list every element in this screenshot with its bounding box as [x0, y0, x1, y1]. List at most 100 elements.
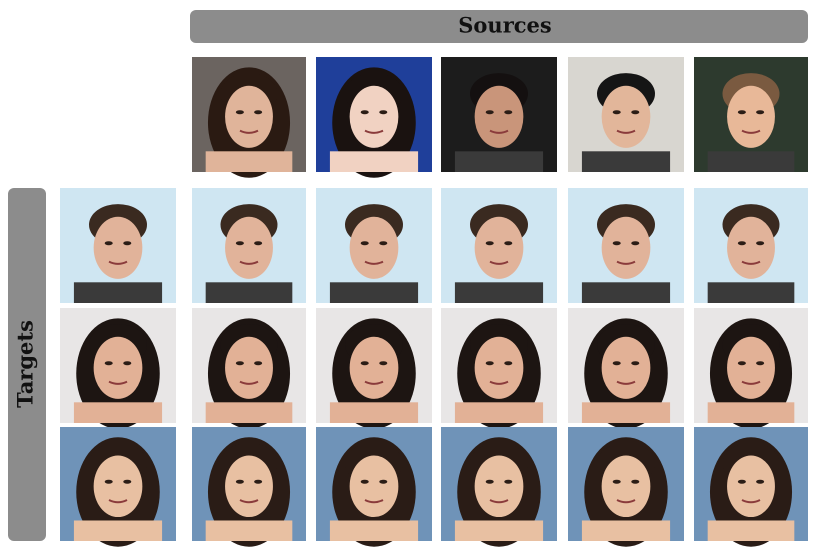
mouth [364, 499, 384, 504]
face-image [441, 188, 557, 303]
face [601, 85, 651, 148]
mouth [616, 129, 636, 134]
shoulders [581, 151, 671, 172]
eye [123, 479, 132, 484]
mouth [364, 380, 384, 385]
mouth [741, 380, 761, 385]
eye [485, 110, 494, 115]
eye [485, 241, 494, 246]
face-image [316, 427, 432, 547]
face-image [60, 308, 176, 429]
shoulders [329, 402, 419, 423]
face-image [192, 188, 306, 303]
face [93, 455, 143, 518]
mouth [364, 260, 384, 265]
face-image [568, 57, 684, 172]
face-image [441, 57, 557, 172]
shoulders [329, 520, 419, 541]
face-image [568, 308, 684, 429]
mouth [616, 380, 636, 385]
face [474, 85, 524, 148]
eye [612, 241, 621, 246]
shoulders [205, 282, 293, 303]
mouth [741, 499, 761, 504]
mouth [108, 380, 128, 385]
mouth [489, 260, 509, 265]
mouth [741, 129, 761, 134]
mouth [489, 499, 509, 504]
face [474, 336, 524, 399]
face [93, 216, 143, 279]
mouth [364, 129, 384, 134]
face [727, 455, 775, 518]
face [474, 455, 524, 518]
eye [235, 110, 244, 115]
mouth [239, 129, 259, 134]
face-image [694, 308, 808, 429]
face-image [316, 308, 432, 429]
eye [504, 361, 513, 366]
eye [737, 479, 746, 484]
mouth [108, 260, 128, 265]
sources-label: Sources [458, 13, 551, 38]
eye [254, 479, 263, 484]
face-image [694, 188, 808, 303]
eye [737, 110, 746, 115]
shoulders [454, 402, 544, 423]
mouth [616, 260, 636, 265]
mouth [108, 499, 128, 504]
eye [360, 479, 369, 484]
eye [379, 361, 388, 366]
shoulders [707, 282, 795, 303]
face [225, 85, 273, 148]
eye [612, 479, 621, 484]
eye [504, 479, 513, 484]
shoulders [581, 402, 671, 423]
mouth [616, 499, 636, 504]
face-image [316, 57, 432, 178]
eye [235, 361, 244, 366]
image-grid [60, 57, 808, 547]
mouth [489, 129, 509, 134]
eye [612, 361, 621, 366]
eye [737, 241, 746, 246]
shoulders [454, 151, 544, 172]
shoulders [581, 282, 671, 303]
eye [756, 361, 765, 366]
face-image [192, 57, 306, 178]
targets-banner [8, 188, 46, 541]
shoulders [707, 402, 795, 423]
eye [254, 110, 263, 115]
sources-banner [190, 10, 808, 43]
face [727, 336, 775, 399]
face [349, 336, 399, 399]
face-image [60, 188, 176, 303]
eye [379, 241, 388, 246]
shoulders [707, 520, 795, 541]
face-image [192, 427, 306, 547]
eye [360, 110, 369, 115]
eye [485, 479, 494, 484]
shoulders [73, 282, 163, 303]
eye [104, 241, 113, 246]
eye [123, 241, 132, 246]
eye [631, 241, 640, 246]
eye [631, 361, 640, 366]
targets-label: Targets [13, 320, 38, 408]
mouth [239, 380, 259, 385]
shoulders [329, 151, 419, 172]
face [225, 455, 273, 518]
eye [631, 110, 640, 115]
face [349, 216, 399, 279]
face [349, 85, 399, 148]
eye [360, 241, 369, 246]
face-image [192, 308, 306, 429]
mouth [239, 260, 259, 265]
shoulders [73, 520, 163, 541]
face-image [694, 427, 808, 547]
face-image [316, 188, 432, 303]
eye [235, 479, 244, 484]
eye [123, 361, 132, 366]
